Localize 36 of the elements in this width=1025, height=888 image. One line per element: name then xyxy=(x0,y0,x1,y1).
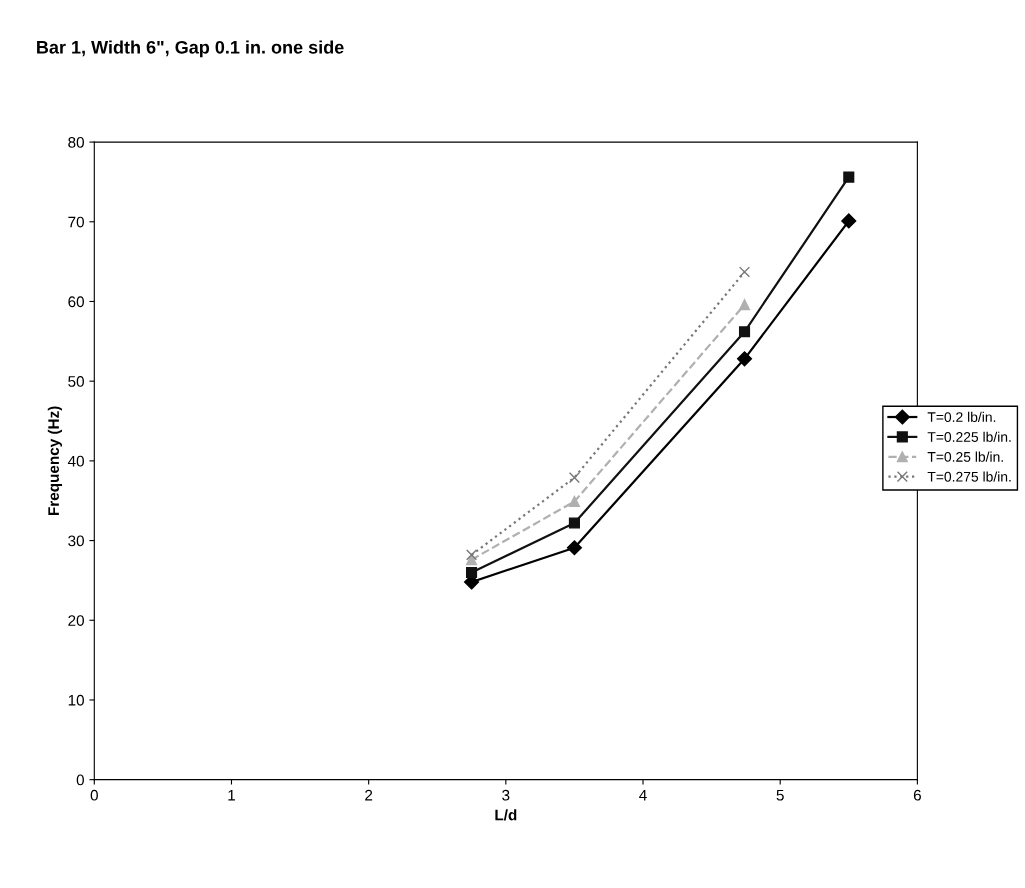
x-tick-label: 0 xyxy=(90,789,98,801)
chart-title: Bar 1, Width 6", Gap 0.1 in. one side xyxy=(37,40,344,58)
y-tick-label: 80 xyxy=(68,136,84,148)
x-tick-label: 6 xyxy=(913,789,921,801)
point xyxy=(568,495,580,508)
x-tick-label: 5 xyxy=(776,789,784,801)
x-tick-label: 4 xyxy=(639,789,647,801)
y-tick-label: 40 xyxy=(67,455,84,467)
point xyxy=(568,472,580,484)
legend-label: T=0.2 lb/in. xyxy=(927,411,996,423)
point xyxy=(568,517,580,529)
x-tick-label: 1 xyxy=(228,789,235,801)
x-tick-label: 2 xyxy=(365,789,373,801)
y-axis-title: Frequency (Hz) xyxy=(47,406,63,516)
y-tick-label: 30 xyxy=(68,535,84,547)
point xyxy=(843,171,855,183)
legend-label: T=0.225 lb/in. xyxy=(927,431,1011,442)
point xyxy=(841,213,857,229)
x-axis-title: L/d xyxy=(495,809,517,821)
y-tick-label: 70 xyxy=(68,216,84,228)
y-tick-label: 20 xyxy=(68,615,84,626)
x-tick-label: 3 xyxy=(502,789,510,801)
point xyxy=(738,299,751,311)
point xyxy=(566,540,582,556)
point xyxy=(465,566,478,579)
legend-label: T=0.275 lb/in. xyxy=(927,471,1011,482)
point xyxy=(738,266,751,278)
point xyxy=(465,554,478,566)
point xyxy=(738,326,751,338)
point xyxy=(465,549,478,561)
y-tick-label: 60 xyxy=(68,296,84,308)
point xyxy=(736,351,753,367)
legend-label: T=0.25 lb/in. xyxy=(927,451,1003,462)
y-tick-label: 50 xyxy=(68,376,84,387)
y-tick-label: 0 xyxy=(76,774,84,786)
y-tick-label: 10 xyxy=(68,694,84,706)
